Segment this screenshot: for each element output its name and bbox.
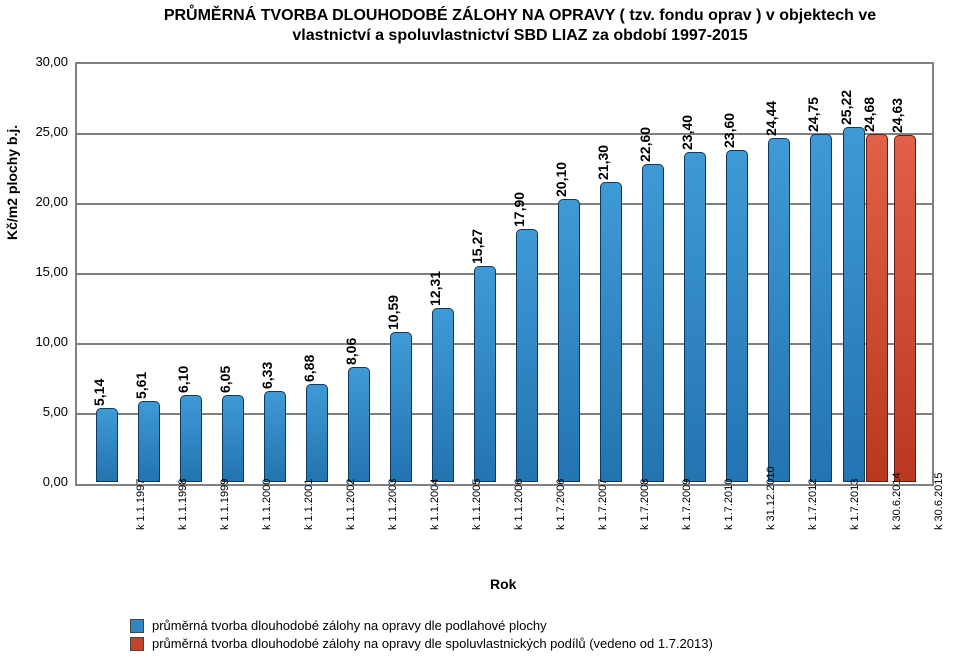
bar-series-a [474,266,496,482]
x-category-label: k 1.1.1998 [177,488,189,530]
bar-value-a: 23,60 [721,113,737,148]
bar-series-a [642,164,664,482]
bar-value-a: 6,33 [259,362,275,389]
bar-value-a: 6,10 [175,365,191,392]
bar-series-a [684,152,706,482]
bar-value-a: 5,61 [133,372,149,399]
bar-value-a: 10,59 [385,295,401,330]
bar-value-a: 24,75 [805,96,821,131]
bar-series-a [180,395,202,482]
bar-value-a: 20,10 [553,162,569,197]
x-category-label: k 31.12.2010 [765,488,777,530]
title-line-2: vlastnictví a spoluvlastnictví SBD LIAZ … [292,27,747,44]
legend-label-a: průměrná tvorba dlouhodobé zálohy na opr… [152,618,547,633]
x-axis-label: Rok [490,576,516,592]
bar-value-b: 24,68 [861,97,877,132]
x-category-label: k 1.1.1999 [219,488,231,530]
bar-series-a [516,229,538,482]
x-category-label: k 30.6.2014 [891,488,903,530]
bar-value-a: 15,27 [469,229,485,264]
x-category-label: k 1.7.2008 [639,488,651,530]
bar-series-a [390,332,412,482]
legend-swatch-a [130,619,144,633]
bar-value-a: 25,22 [838,90,854,125]
x-category-label: k 1.7.2009 [681,488,693,530]
bar-series-b [866,134,888,482]
bar-series-a [264,391,286,482]
x-category-label: k 1.1.2000 [261,488,273,530]
bar-value-a: 24,44 [763,101,779,136]
bars-layer: 5,14 5,61 6,10 6,05 6,33 6,88 8,06 10,59 12,31 15… [75,62,930,482]
bar-series-a [726,150,748,482]
chart-container: PRŮMĚRNÁ TVORBA DLOUHODOBÉ ZÁLOHY NA OPR… [0,0,960,660]
bar-series-a [96,408,118,482]
bar-series-a [222,395,244,482]
y-tick-label: 0,00 [8,474,68,489]
x-category-label: k 1.1.2004 [429,488,441,530]
legend-item-a: průměrná tvorba dlouhodobé zálohy na opr… [130,618,930,633]
bar-series-a [348,367,370,482]
x-category-label: k 1.7.2006 [555,488,567,530]
title-line-1: PRŮMĚRNÁ TVORBA DLOUHODOBÉ ZÁLOHY NA OPR… [164,7,876,24]
bar-series-a [432,308,454,482]
x-category-label: k 1.1.2005 [471,488,483,530]
x-category-label: k 1.1.2006 [513,488,525,530]
y-tick-label: 20,00 [8,194,68,209]
y-tick-label: 15,00 [8,264,68,279]
bar-value-b: 24,63 [889,98,905,133]
x-category-label: k 1.1.1997 [135,488,147,530]
bar-value-a: 8,06 [343,338,359,365]
bar-value-a: 22,60 [637,127,653,162]
x-category-label: k 1.7.2007 [597,488,609,530]
x-category-label: k 1.7.2013 [849,488,861,530]
x-category-label: k 1.1.2002 [345,488,357,530]
legend: průměrná tvorba dlouhodobé zálohy na opr… [130,615,930,654]
bar-series-a [768,138,790,482]
bar-series-a [558,199,580,482]
bar-series-a [306,384,328,482]
x-category-label: k 30.6.2015 [933,488,945,530]
legend-label-b: průměrná tvorba dlouhodobé zálohy na opr… [152,636,713,651]
bar-value-a: 23,40 [679,115,695,150]
x-category-label: k 1.1.2001 [303,488,315,530]
bar-value-a: 6,05 [217,366,233,393]
y-tick-label: 10,00 [8,334,68,349]
bar-value-a: 21,30 [595,145,611,180]
bar-series-a [600,182,622,482]
bar-series-b [894,135,916,482]
chart-title: PRŮMĚRNÁ TVORBA DLOUHODOBÉ ZÁLOHY NA OPR… [110,6,930,46]
legend-item-b: průměrná tvorba dlouhodobé zálohy na opr… [130,636,930,651]
bar-value-a: 17,90 [511,192,527,227]
bar-value-a: 5,14 [91,379,107,406]
bar-series-a [843,127,865,482]
y-axis-label: Kč/m2 plochy b.j. [4,125,20,240]
bar-value-a: 6,88 [301,354,317,381]
y-tick-label: 5,00 [8,404,68,419]
x-category-label: k 1.7.2010 [723,488,735,530]
bar-value-a: 12,31 [427,271,443,306]
legend-swatch-b [130,637,144,651]
x-category-label: k 1.1.2003 [387,488,399,530]
x-category-label: k 1.7.2012 [807,488,819,530]
bar-series-a [810,134,832,483]
y-tick-label: 25,00 [8,124,68,139]
bar-series-a [138,401,160,482]
y-tick-label: 30,00 [8,54,68,69]
